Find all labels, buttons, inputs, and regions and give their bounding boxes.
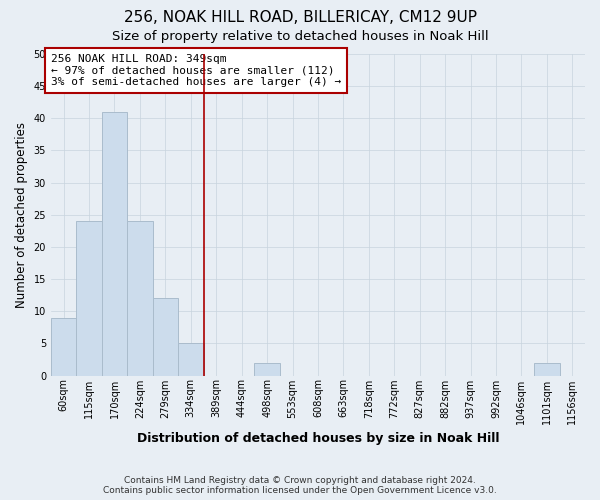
Text: 256, NOAK HILL ROAD, BILLERICAY, CM12 9UP: 256, NOAK HILL ROAD, BILLERICAY, CM12 9U…	[124, 10, 476, 25]
Y-axis label: Number of detached properties: Number of detached properties	[15, 122, 28, 308]
Bar	[76, 221, 102, 376]
Bar	[254, 362, 280, 376]
Bar	[102, 112, 127, 376]
Bar	[152, 298, 178, 376]
X-axis label: Distribution of detached houses by size in Noak Hill: Distribution of detached houses by size …	[137, 432, 499, 445]
Text: Size of property relative to detached houses in Noak Hill: Size of property relative to detached ho…	[112, 30, 488, 43]
Bar	[178, 344, 203, 376]
Text: 256 NOAK HILL ROAD: 349sqm
← 97% of detached houses are smaller (112)
3% of semi: 256 NOAK HILL ROAD: 349sqm ← 97% of deta…	[51, 54, 341, 87]
Text: Contains HM Land Registry data © Crown copyright and database right 2024.
Contai: Contains HM Land Registry data © Crown c…	[103, 476, 497, 495]
Bar	[127, 221, 152, 376]
Bar	[534, 362, 560, 376]
Bar	[51, 318, 76, 376]
